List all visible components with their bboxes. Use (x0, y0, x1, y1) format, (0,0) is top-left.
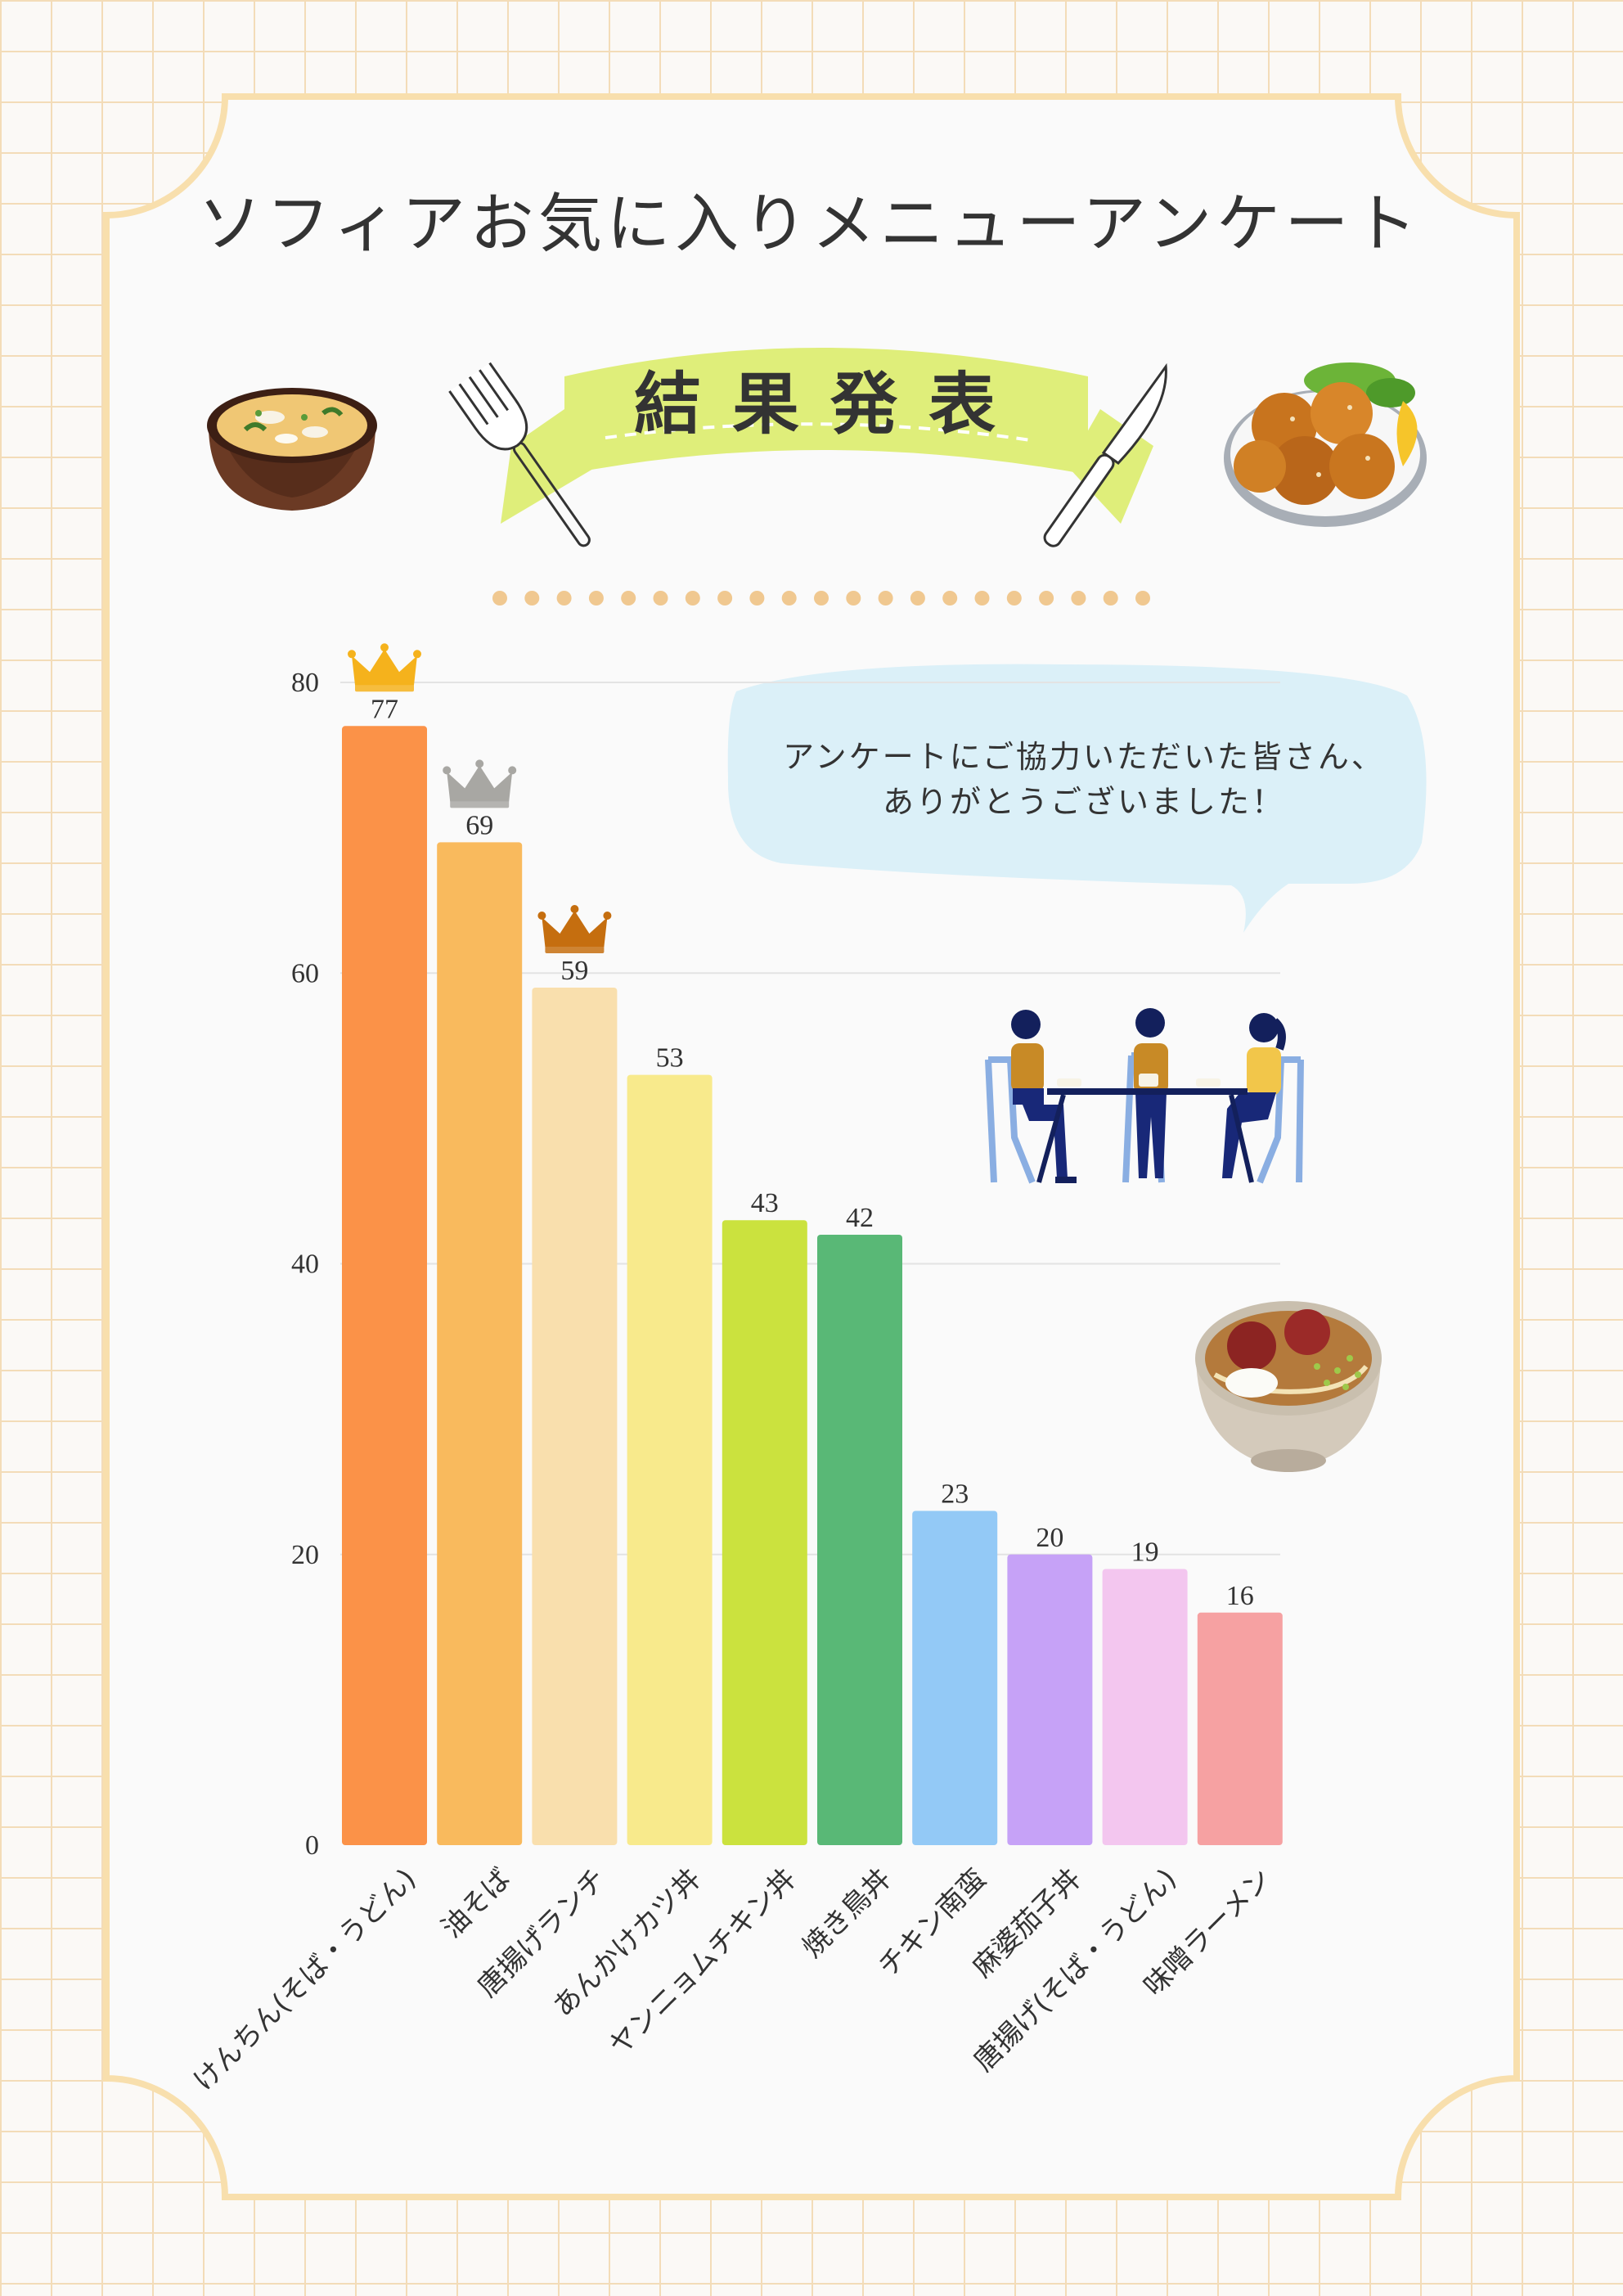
miso-soup-icon (207, 388, 377, 511)
bar-2 (437, 842, 523, 1845)
bar-3 (532, 988, 618, 1845)
karaage-plate-icon (1224, 362, 1427, 527)
value-label: 43 (751, 1188, 779, 1218)
divider-dot (524, 591, 540, 606)
y-tick-label: 40 (291, 1249, 319, 1280)
divider-dot (1135, 591, 1150, 606)
y-tick-label: 80 (291, 668, 319, 698)
fork-icon (448, 362, 591, 547)
value-label: 16 (1226, 1581, 1254, 1611)
y-axis-ticks: 0 20 40 60 80 (291, 668, 319, 1861)
knife-icon (1043, 362, 1167, 547)
divider-dot (653, 591, 668, 606)
value-label: 53 (656, 1043, 684, 1074)
crown-icon (443, 759, 517, 808)
divider-dot (1039, 591, 1054, 606)
page-title: ソフィアお気に入りメニューアンケート (198, 187, 1425, 261)
bar-10 (1197, 1612, 1283, 1845)
ramen-bowl-icon (1195, 1301, 1382, 1472)
divider-dot (588, 591, 604, 606)
divider-dot (942, 591, 958, 606)
divider-dot (492, 591, 507, 606)
value-label: 20 (1036, 1523, 1063, 1553)
divider-dot (814, 591, 829, 606)
y-tick-label: 0 (305, 1830, 319, 1861)
divider-dot (846, 591, 861, 606)
divider-dot (685, 591, 700, 606)
crown-icon (537, 905, 612, 954)
bar-4 (627, 1074, 713, 1845)
rank-crowns (348, 643, 612, 954)
divider-dot (717, 591, 733, 606)
divider-dot (910, 591, 925, 606)
bar-5 (722, 1220, 807, 1845)
dotted-divider (492, 591, 1150, 606)
divider-dot (749, 591, 765, 606)
bar-1 (342, 726, 427, 1845)
value-label: 69 (465, 810, 493, 840)
diners-illustration (985, 1008, 1304, 1184)
bar-8 (1007, 1554, 1093, 1845)
divider-dot (556, 591, 572, 606)
divider-dot (621, 591, 636, 606)
value-label: 23 (941, 1479, 969, 1509)
speech-bubble: アンケートにご協力いただいた皆さん、 ありがとうございました！ (727, 664, 1427, 933)
value-label: 42 (846, 1203, 874, 1233)
value-label: 59 (560, 956, 588, 986)
crown-icon (348, 643, 421, 692)
bubble-line-2: ありがとうございました！ (883, 784, 1285, 820)
bubble-line-1: アンケートにご協力いただいた皆さん、 (783, 739, 1385, 775)
y-tick-label: 20 (291, 1540, 319, 1570)
bar-6 (817, 1234, 902, 1845)
chart-bars (342, 726, 1283, 1845)
divider-dot (974, 591, 990, 606)
bar-9 (1102, 1569, 1188, 1845)
value-labels: 77 69 59 53 43 42 23 20 19 16 (371, 694, 1254, 1611)
divider-dot (1006, 591, 1022, 606)
y-tick-label: 60 (291, 958, 319, 988)
divider-dot (1071, 591, 1086, 606)
divider-dot (1103, 591, 1118, 606)
ribbon-title: 結果発表 (634, 366, 1027, 443)
divider-dot (878, 591, 893, 606)
value-label: 19 (1131, 1537, 1159, 1568)
bar-7 (912, 1510, 998, 1845)
value-label: 77 (371, 694, 398, 724)
divider-dot (781, 591, 797, 606)
